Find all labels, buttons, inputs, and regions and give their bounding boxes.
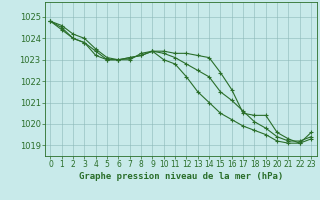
X-axis label: Graphe pression niveau de la mer (hPa): Graphe pression niveau de la mer (hPa) — [79, 172, 283, 181]
